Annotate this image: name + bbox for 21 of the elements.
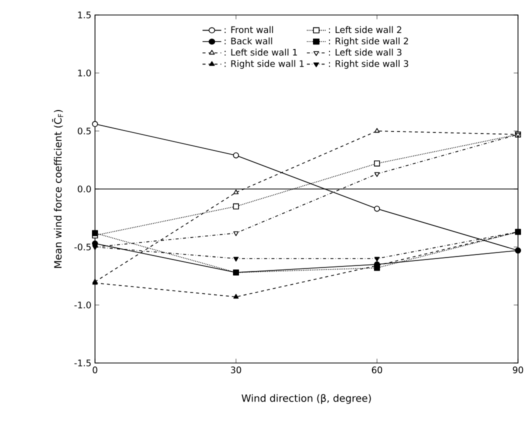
y-tick-label: 1.0: [78, 70, 91, 76]
x-tick-label: 0: [92, 366, 98, 374]
y-axis-title: Mean wind force coefficient (C̄$_{F}$): [52, 110, 64, 268]
y-tick-label: 0.0: [78, 186, 91, 192]
legend-label: : Right side wall 2: [329, 37, 408, 46]
y-tick-label: -1.5: [74, 360, 91, 366]
y-tick-label: 0.5: [78, 128, 91, 134]
y-tick-label: -1.0: [74, 302, 91, 308]
x-tick-label: 30: [230, 366, 242, 374]
x-tick-label: 90: [512, 366, 524, 374]
legend-label: : Left side wall 1: [224, 48, 297, 56]
legend-label: : Back wall: [224, 37, 272, 44]
y-tick-label: 1.5: [78, 12, 91, 18]
legend-label: : Left side wall 2: [329, 26, 402, 34]
x-axis-title: Wind direction (β, degree): [242, 394, 371, 404]
legend-label: : Left side wall 3: [329, 48, 402, 56]
x-tick-label: 60: [372, 366, 382, 374]
y-tick-label: -0.5: [74, 244, 91, 250]
legend-label: : Right side wall 3: [329, 60, 408, 69]
legend-label: : Front wall: [224, 26, 273, 34]
legend-label: : Right side wall 1: [224, 60, 304, 69]
